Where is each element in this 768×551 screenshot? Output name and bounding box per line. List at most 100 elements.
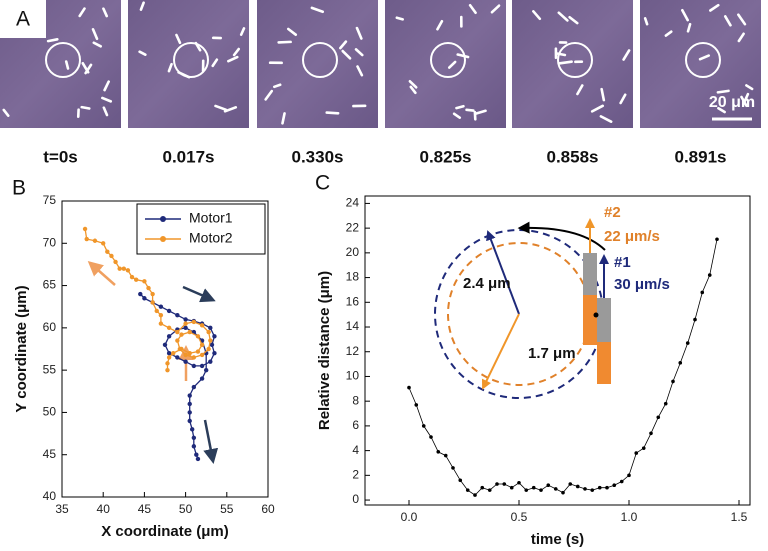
particle <box>745 84 754 91</box>
particle <box>101 96 113 103</box>
data-point <box>166 355 172 360</box>
data-point <box>105 249 110 254</box>
x-tick-label: 1.5 <box>731 510 748 524</box>
y-tick-label: 4 <box>352 443 359 457</box>
x-tick-label: 60 <box>261 502 275 516</box>
particle <box>686 22 692 33</box>
particle <box>716 89 730 94</box>
data-point <box>458 478 463 483</box>
data-point <box>583 487 587 491</box>
data-point <box>480 485 485 490</box>
data-point <box>165 361 170 366</box>
panel-label: B <box>12 177 26 200</box>
data-point <box>199 376 205 381</box>
time-label: 0.017s <box>163 147 215 166</box>
x-tick-label: 45 <box>138 502 152 516</box>
data-point <box>619 479 624 484</box>
data-point <box>641 446 646 450</box>
data-point <box>590 488 595 492</box>
data-point <box>191 435 197 440</box>
panel-label: A <box>16 8 30 31</box>
data-point <box>539 488 543 492</box>
panel-label-box <box>0 0 46 38</box>
data-point <box>509 485 514 490</box>
particle <box>84 63 93 75</box>
particle <box>102 106 109 117</box>
data-point <box>179 346 184 352</box>
particle <box>325 111 340 115</box>
data-point <box>575 484 580 489</box>
data-point <box>546 483 551 488</box>
particle <box>698 54 711 61</box>
data-point <box>166 334 172 339</box>
data-point <box>166 325 172 331</box>
particle <box>737 32 745 43</box>
data-point <box>465 488 470 492</box>
data-point <box>414 403 419 407</box>
particle <box>576 84 584 96</box>
data-point <box>154 308 159 314</box>
particle <box>737 13 747 26</box>
y-tick-label: 8 <box>352 393 359 407</box>
y-tick-label: 75 <box>43 193 57 207</box>
data-point <box>407 385 411 390</box>
scale-bar-label: 20 μm <box>709 94 755 111</box>
data-point <box>138 291 143 297</box>
y-tick-label: 40 <box>43 489 57 503</box>
data-point <box>208 325 213 331</box>
particle <box>599 115 613 123</box>
data-point <box>158 321 164 326</box>
data-point <box>553 487 558 491</box>
data-point <box>206 346 211 352</box>
data-point <box>183 321 188 326</box>
y-tick-label: 2 <box>352 468 359 482</box>
data-point <box>451 466 455 470</box>
data-point <box>150 300 155 305</box>
data-point <box>597 485 602 490</box>
y-tick-label: 45 <box>43 447 57 461</box>
particle <box>273 83 282 89</box>
tracking-circle <box>302 42 338 78</box>
annotation: 1.7 μm <box>528 345 576 362</box>
particle <box>277 40 292 44</box>
time-label: 0.330s <box>292 147 344 166</box>
data-point <box>183 352 188 358</box>
data-point <box>187 393 192 398</box>
data-point <box>429 435 433 439</box>
particle <box>590 104 605 113</box>
legend-marker <box>160 236 166 242</box>
data-point <box>502 482 507 486</box>
plot-frame <box>364 195 751 506</box>
particle <box>103 80 110 92</box>
schematic-inset: 2.4 μm 1.7 μm #2 22 μm/s #1 30 μm/s <box>434 204 670 399</box>
data-point <box>199 342 205 347</box>
data-point <box>195 334 201 339</box>
data-point <box>175 338 180 343</box>
particle <box>723 15 732 27</box>
data-point <box>517 480 521 485</box>
data-point <box>678 361 683 365</box>
x-tick-label: 1.0 <box>621 510 638 524</box>
time-label: 0.858s <box>547 147 599 166</box>
particle <box>622 49 631 61</box>
annotation: #1 <box>614 254 631 271</box>
microscopy-tile <box>385 0 506 128</box>
x-axis-label: X coordinate (μm) <box>101 523 229 540</box>
particle <box>310 6 325 14</box>
tracking-circle <box>685 42 721 78</box>
data-point <box>487 488 492 492</box>
data-point <box>191 355 197 360</box>
data-point <box>113 259 118 265</box>
x-tick-label: 55 <box>220 502 234 516</box>
data-point <box>109 253 114 259</box>
data-point <box>209 342 215 347</box>
data-point <box>171 351 176 356</box>
particle <box>664 30 673 37</box>
time-label: 0.891s <box>675 147 727 166</box>
particle <box>102 7 109 18</box>
y-tick-label: 20 <box>346 245 360 259</box>
y-tick-label: 6 <box>352 418 359 432</box>
data-point <box>129 274 135 280</box>
data-point <box>117 266 122 271</box>
